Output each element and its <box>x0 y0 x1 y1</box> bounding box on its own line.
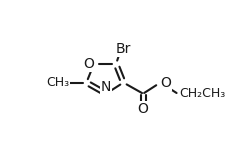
Text: Br: Br <box>116 42 131 56</box>
Text: O: O <box>138 102 149 116</box>
Text: N: N <box>101 80 111 94</box>
Text: O: O <box>160 76 171 90</box>
Text: CH₃: CH₃ <box>46 76 69 89</box>
Text: CH₂CH₃: CH₂CH₃ <box>179 87 225 100</box>
Text: O: O <box>83 57 94 71</box>
